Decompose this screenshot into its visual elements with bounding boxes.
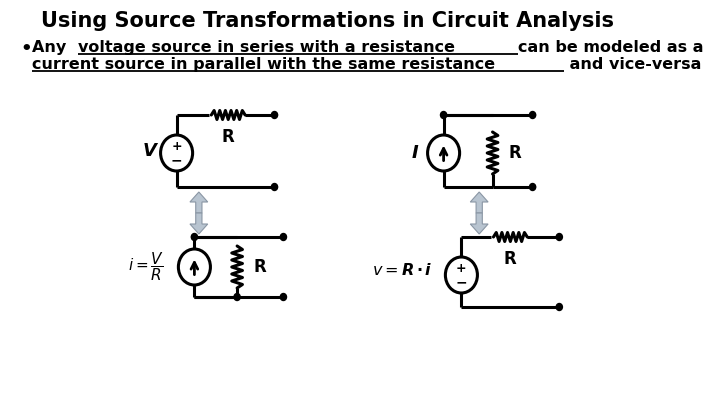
Circle shape	[271, 111, 278, 119]
Text: $i = \dfrac{V}{R}$: $i = \dfrac{V}{R}$	[127, 251, 164, 284]
Text: current source in parallel with the same resistance: current source in parallel with the same…	[32, 57, 495, 72]
Circle shape	[556, 303, 562, 311]
Circle shape	[529, 183, 536, 190]
Text: and vice-versa: and vice-versa	[564, 57, 702, 72]
Text: −: −	[456, 275, 467, 290]
Circle shape	[529, 111, 536, 119]
Text: Any: Any	[32, 40, 72, 55]
Text: +: +	[171, 140, 182, 153]
Circle shape	[192, 234, 197, 241]
FancyArrow shape	[190, 192, 208, 213]
Text: can be modeled as a: can be modeled as a	[518, 40, 703, 55]
Text: $v = \boldsymbol{R \cdot i}$: $v = \boldsymbol{R \cdot i}$	[372, 262, 433, 278]
Text: I: I	[412, 144, 419, 162]
Text: R: R	[508, 144, 521, 162]
Text: +: +	[456, 262, 467, 275]
Circle shape	[441, 111, 446, 119]
Circle shape	[280, 294, 287, 301]
FancyArrow shape	[190, 213, 208, 234]
Text: −: −	[171, 153, 182, 168]
Circle shape	[280, 234, 287, 241]
Circle shape	[271, 183, 278, 190]
Text: R: R	[222, 128, 235, 146]
FancyArrow shape	[470, 192, 488, 213]
Text: V: V	[143, 142, 157, 160]
Text: Using Source Transformations in Circuit Analysis: Using Source Transformations in Circuit …	[41, 11, 614, 31]
Text: •: •	[20, 40, 32, 58]
Circle shape	[556, 234, 562, 241]
FancyArrow shape	[470, 213, 488, 234]
Text: voltage source in series with a resistance: voltage source in series with a resistan…	[78, 40, 461, 55]
Text: R: R	[504, 250, 517, 268]
Text: R: R	[253, 258, 266, 276]
Circle shape	[234, 294, 240, 301]
